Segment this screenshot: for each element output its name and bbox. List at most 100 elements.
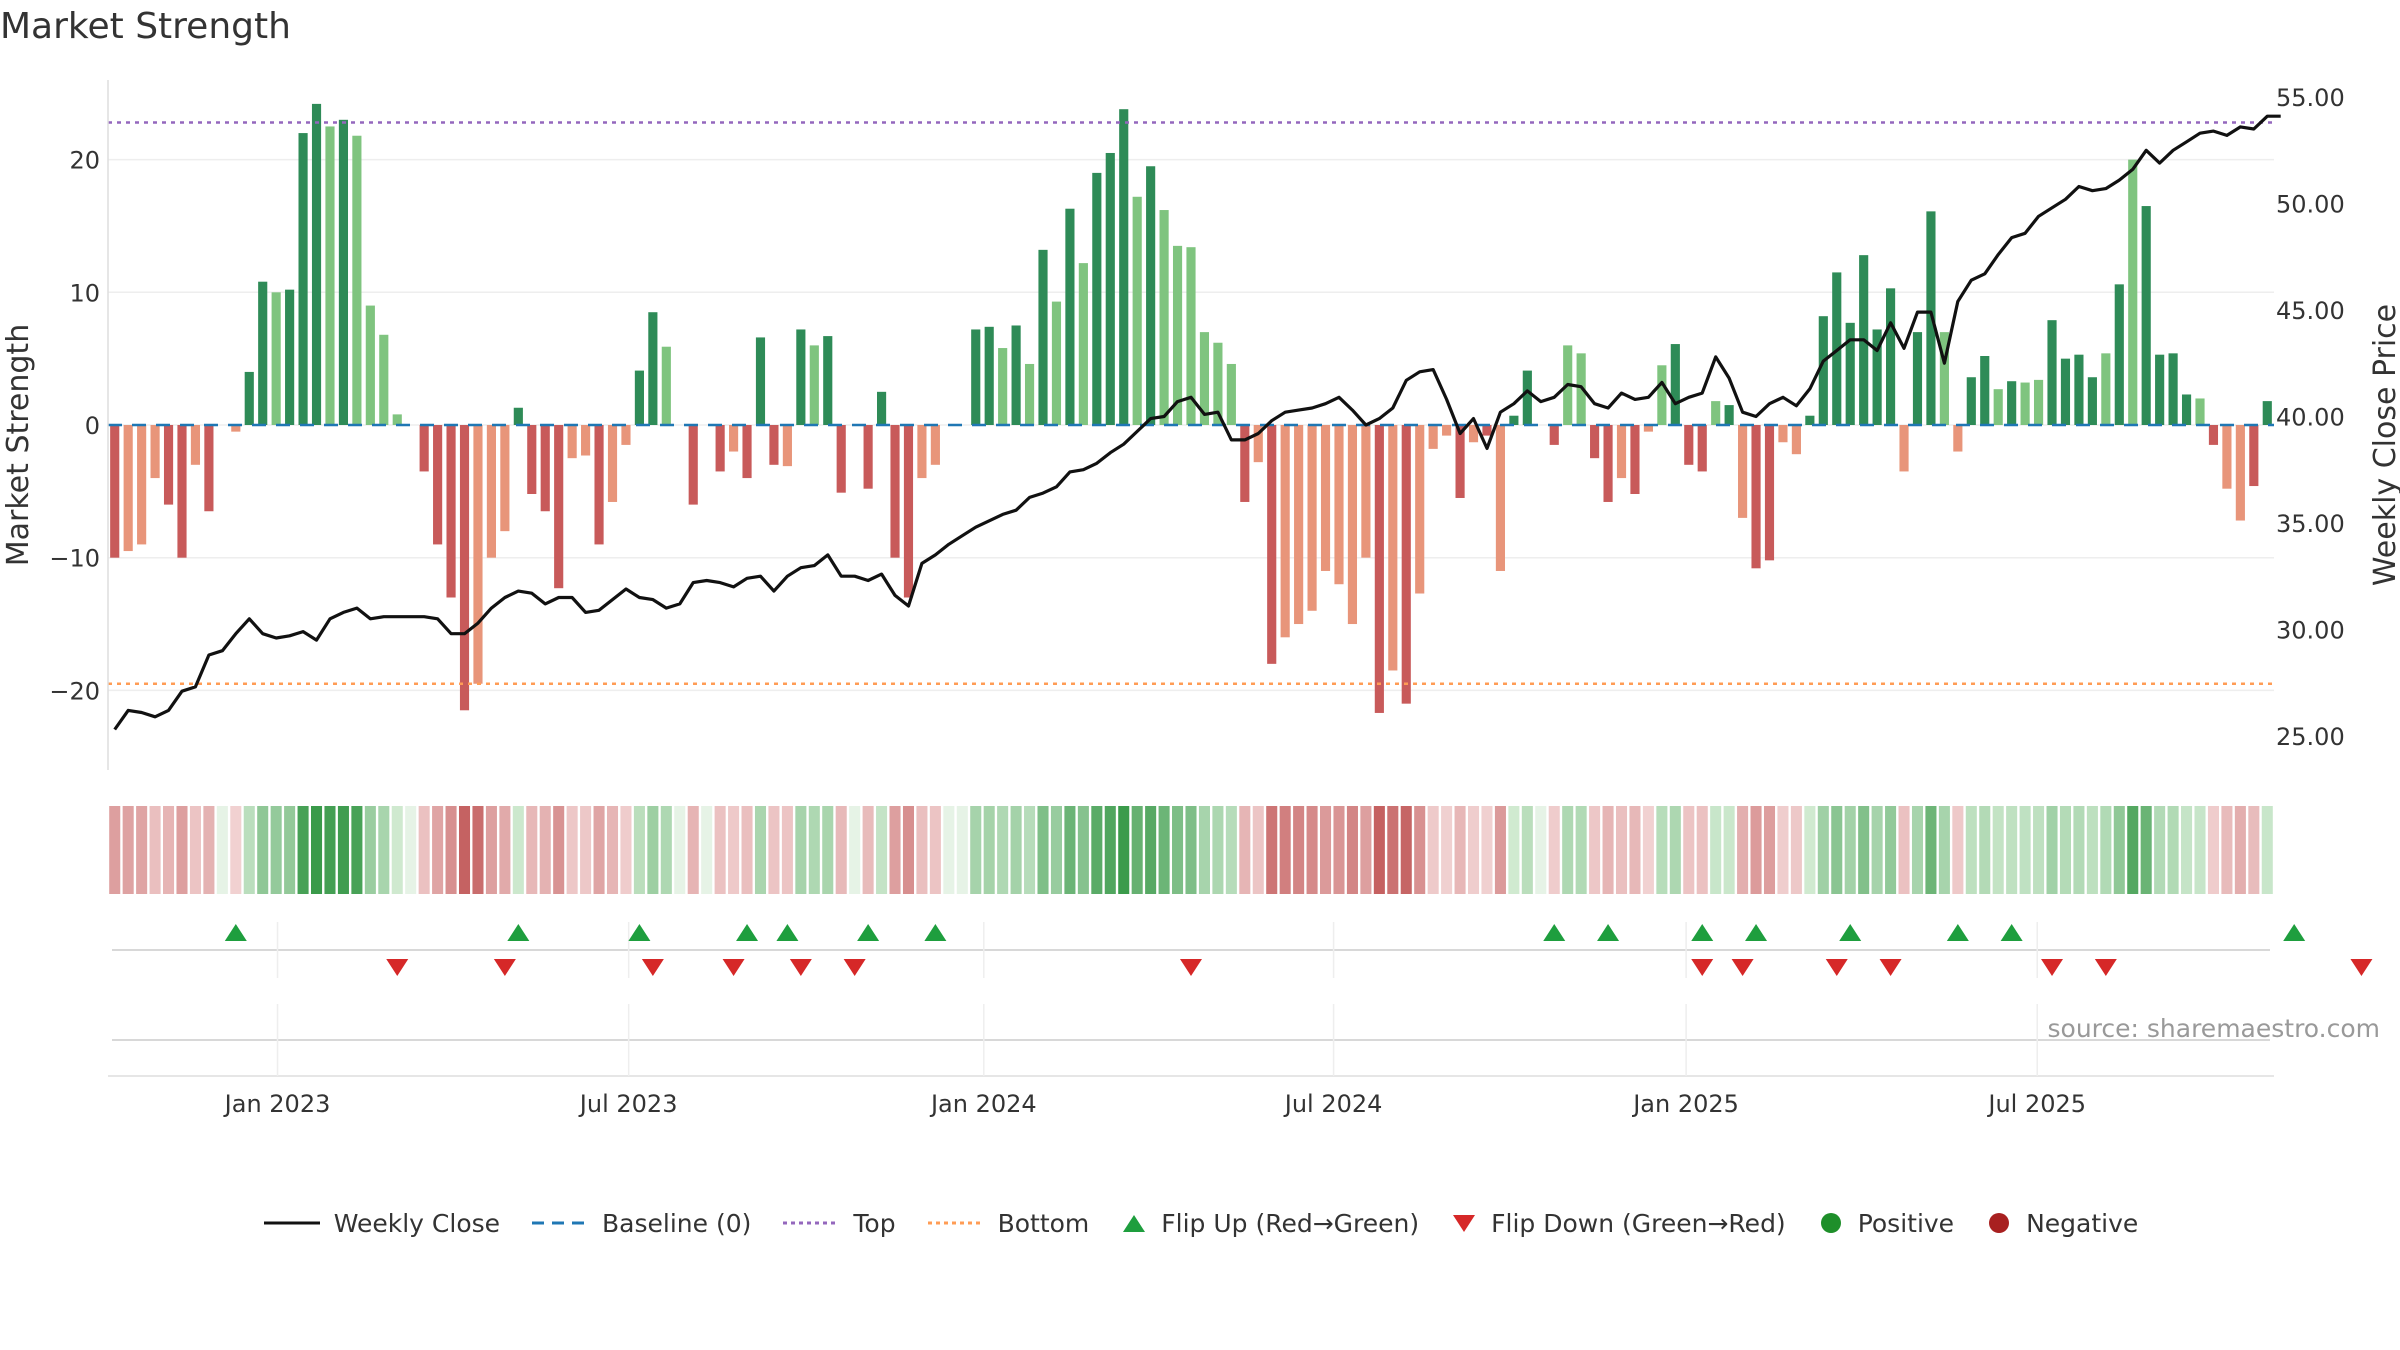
heat-cell	[1077, 806, 1089, 894]
heat-cell	[781, 806, 793, 894]
heat-cell	[687, 806, 699, 894]
heat-cell	[499, 806, 511, 894]
strength-bar	[1038, 249, 1048, 425]
heat-cell	[1400, 806, 1412, 894]
strength-bar	[1590, 425, 1600, 459]
strength-bar	[2060, 358, 2071, 425]
heat-cell	[633, 806, 645, 894]
strength-bar	[809, 345, 819, 425]
heat-cell	[1911, 806, 1924, 894]
heat-cell	[297, 806, 309, 894]
heat-cell	[889, 806, 901, 894]
strength-bar	[1186, 247, 1196, 425]
strength-bar	[1522, 370, 1532, 425]
strength-bar	[1267, 425, 1277, 664]
heat-cell	[647, 806, 659, 894]
heat-cell	[1346, 806, 1358, 894]
heat-cell	[606, 806, 619, 894]
legend-item: Baseline (0)	[530, 1208, 751, 1238]
strength-bar	[1993, 389, 2003, 425]
strength-bar	[2074, 354, 2084, 425]
heat-cell	[1804, 806, 1816, 894]
heat-cell	[1844, 806, 1856, 894]
heat-cell	[163, 806, 175, 894]
strength-bar	[742, 425, 752, 479]
strength-bar	[123, 425, 133, 552]
legend-swatch	[1123, 1215, 1146, 1232]
legend-item: Positive	[1816, 1208, 1954, 1238]
strength-bar	[1603, 425, 1613, 502]
heat-cell	[1279, 806, 1291, 894]
strength-bar	[823, 336, 833, 425]
strength-bar	[258, 281, 268, 425]
strength-bar	[1078, 263, 1088, 425]
flip-down-marker	[1731, 959, 1754, 976]
strength-bar	[110, 425, 120, 558]
source-credit: source: sharemaestro.com	[2047, 1014, 2381, 1043]
heat-cell	[1118, 806, 1130, 894]
x-tick-label: Jul 2023	[578, 1090, 678, 1118]
strength-bar	[1805, 415, 1815, 425]
strength-bar	[1764, 425, 1775, 561]
strength-bar	[1455, 425, 1465, 498]
strength-bar	[1442, 425, 1452, 436]
flip-markers: Jan 2023 Jul 2023 Jan 2024 Jul 2024 Jan 2025…	[108, 922, 2373, 1118]
strength-bar	[137, 425, 147, 545]
heat-cell	[2181, 806, 2193, 894]
strength-bar	[1845, 322, 1855, 425]
flip-up-marker	[1745, 924, 1768, 941]
strength-bar	[1697, 425, 1707, 472]
heat-cell	[1656, 806, 1668, 894]
strength-bar	[755, 337, 766, 425]
heat-cell	[485, 806, 497, 894]
strength-bar	[311, 103, 322, 425]
heat-cell	[1145, 806, 1157, 894]
heat-cell	[1131, 806, 1143, 894]
heat-cell	[1790, 806, 1802, 894]
heat-cell	[741, 806, 753, 894]
strength-bar	[513, 407, 523, 425]
strength-bar	[1482, 425, 1492, 436]
strength-bar	[581, 425, 591, 456]
flip-up-marker	[2283, 924, 2306, 941]
x-tick-label: Jan 2023	[223, 1090, 331, 1118]
strength-bar	[2047, 320, 2057, 425]
legend-item: Weekly Close	[262, 1208, 500, 1238]
heat-cell	[337, 806, 349, 894]
strength-bar	[769, 425, 779, 465]
heat-cell	[1091, 806, 1103, 894]
strength-bar	[1509, 415, 1519, 425]
strength-bar	[836, 425, 846, 493]
y2-tick-label: 40.00	[2276, 403, 2345, 431]
legend-swatch	[263, 1221, 320, 1225]
strength-bar	[876, 391, 887, 425]
legend-label: Weekly Close	[333, 1208, 501, 1238]
y-axis-label: Market Strength	[1, 324, 36, 566]
heat-cell	[284, 806, 296, 894]
strength-bar	[392, 414, 402, 425]
strength-bar	[1199, 332, 1210, 425]
strength-bar	[2087, 377, 2097, 425]
heat-cell	[593, 806, 605, 894]
heat-cell	[136, 806, 148, 894]
heat-cell	[445, 806, 457, 894]
strength-bar	[1280, 425, 1290, 638]
strength-bar	[1818, 316, 1828, 425]
flip-up-marker	[224, 924, 247, 941]
strength-bar	[244, 371, 254, 425]
strength-bar	[621, 425, 631, 445]
weekly-close-line	[113, 114, 2281, 731]
heat-cell	[1293, 806, 1305, 894]
heat-cell	[1198, 806, 1210, 894]
strength-heat-strip	[109, 806, 2273, 894]
strength-bar	[325, 126, 335, 425]
strength-bar	[1213, 342, 1223, 425]
x-tick-label: Jul 2025	[1986, 1090, 2086, 1118]
legend-label: Positive	[1857, 1208, 1955, 1238]
heat-cell	[1548, 806, 1560, 894]
strength-bar	[2020, 382, 2030, 425]
heat-cell	[512, 806, 524, 894]
flip-down-marker	[2350, 959, 2373, 976]
heat-cell	[1589, 806, 1601, 894]
flip-down-marker	[1825, 959, 1848, 976]
